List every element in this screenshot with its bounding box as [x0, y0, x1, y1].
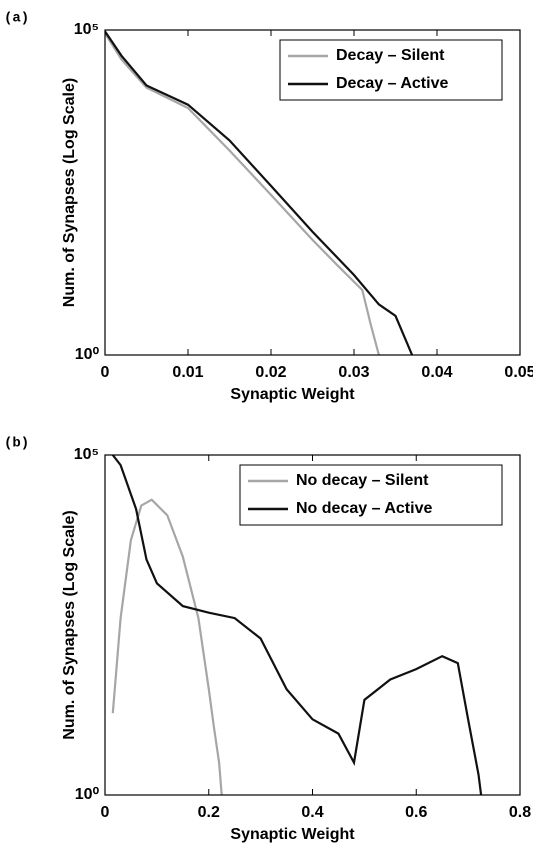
x-axis-label: Synaptic Weight [230, 826, 355, 843]
y-axis-label: Num. of Synapses (Log Scale) [61, 510, 78, 739]
panel-label: (b) [4, 436, 29, 452]
series-line [105, 32, 380, 355]
y-axis-label: Num. of Synapses (Log Scale) [61, 78, 78, 307]
x-tick-label: 0 [101, 804, 110, 821]
axes-frame [104, 454, 521, 796]
legend-box [279, 39, 503, 101]
x-tick-label: 0.8 [509, 804, 531, 821]
series-line [105, 30, 414, 355]
y-tick-label: 10⁰ [75, 786, 100, 803]
x-tick-label: 0 [101, 364, 110, 381]
x-tick-label: 0.05 [504, 364, 533, 381]
legend-label: No decay – Active [296, 500, 432, 517]
legend-label: Decay – Silent [336, 47, 445, 64]
y-tick-label: 10⁵ [74, 446, 99, 463]
y-tick-label: 10⁵ [74, 21, 99, 38]
x-axis-label: Synaptic Weight [230, 386, 355, 403]
series-line [111, 454, 483, 795]
x-tick-label: 0.6 [405, 804, 427, 821]
legend-label: No decay – Silent [296, 472, 429, 489]
x-tick-label: 0.2 [198, 804, 220, 821]
x-tick-label: 0.02 [255, 364, 286, 381]
x-tick-label: 0.03 [338, 364, 369, 381]
y-tick-label: 10⁰ [75, 346, 100, 363]
x-tick-label: 0.01 [172, 364, 203, 381]
x-tick-label: 0.04 [421, 364, 452, 381]
legend-box [239, 464, 503, 526]
legend-label: Decay – Active [336, 75, 448, 92]
axes-frame [104, 29, 521, 356]
panel-label: (a) [4, 11, 29, 27]
series-line [111, 498, 223, 795]
x-tick-label: 0.4 [301, 804, 323, 821]
